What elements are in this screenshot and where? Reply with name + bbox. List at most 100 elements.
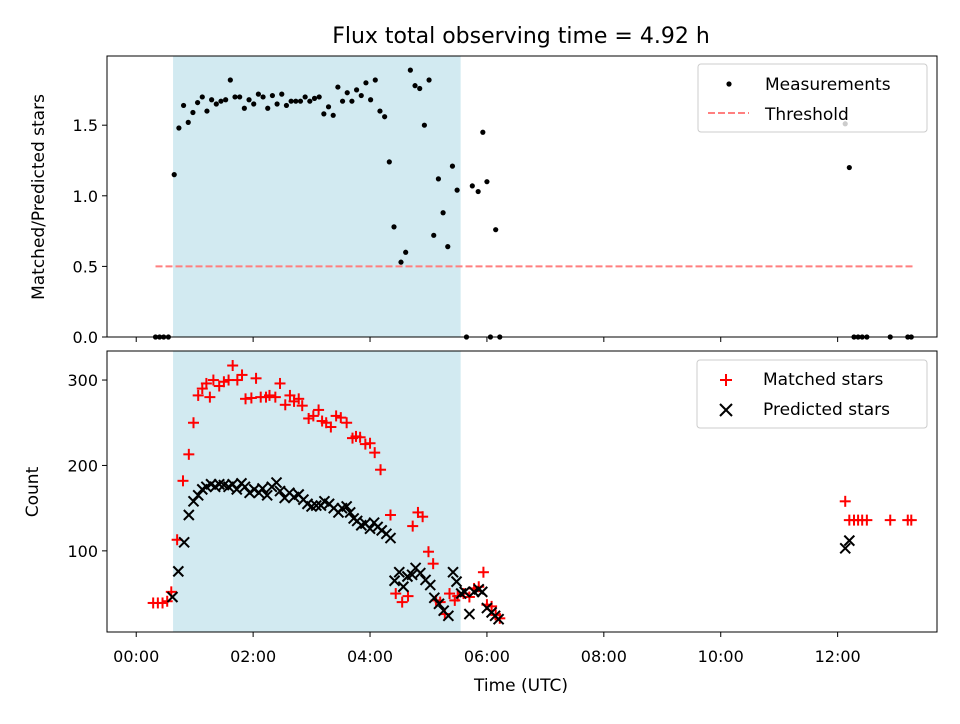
measurement-point [469,183,475,189]
predicted-star-point [463,608,476,620]
legend-predicted-label: Predicted stars [763,400,890,420]
measurement-point [316,94,322,100]
measurement-point [349,98,355,104]
bottom-xlabel: Time (UTC) [473,676,568,696]
matched-star-point [861,514,873,526]
matched-star-point [279,399,291,411]
predicted-star-point [459,586,471,598]
measurement-point [218,98,224,104]
measurement-point [199,94,205,100]
measurement-point [176,125,182,131]
measurement-point [372,77,378,83]
x-tick-label: 00:00 [113,647,159,666]
measurement-point [391,224,397,230]
predicted-star-point [192,489,204,502]
measurement-point [251,101,257,107]
predicted-star-point [397,581,410,593]
legend-measurements-label: Measurements [765,75,891,95]
measurement-point [475,188,481,195]
matched-star-point [422,546,434,558]
legend-matched-marker [720,374,732,386]
predicted-star-point [424,579,436,591]
x-tick-label: 10:00 [698,647,744,666]
predicted-star-point [261,489,273,502]
measurement-point [368,97,374,103]
matched-star-point [335,412,347,424]
measurement-point [283,102,290,109]
predicted-star-point [172,565,185,578]
predicted-star-point [310,499,322,512]
measurement-point [445,244,451,250]
bottom-ylabel: Count [23,466,43,517]
predicted-star-point [447,566,459,578]
matched-star-point [402,590,414,602]
measurement-point [269,92,276,99]
matched-star-point [477,566,489,578]
matched-star-point [288,395,300,407]
predicted-star-point [450,575,463,588]
matched-star-point [284,389,296,401]
measurement-point [846,164,852,171]
matched-star-point [407,520,419,532]
measurement-point [241,105,247,111]
matched-star-point [307,410,319,422]
matched-star-point [218,376,230,388]
measurement-point [398,259,404,265]
matched-star-point [325,421,337,433]
measurement-point [358,92,364,99]
measurement-point [484,179,490,185]
measurement-point [325,104,332,110]
matched-star-point [444,588,456,600]
measurement-point [237,94,243,100]
measurement-point [426,77,432,83]
measurement-point [260,94,266,100]
measurement-point [363,80,369,86]
matched-star-point [390,588,402,600]
measurement-point [297,98,304,104]
matched-star-point [427,558,439,570]
measurement-point [386,159,392,165]
measurement-point [265,105,271,111]
measurement-point [180,102,187,109]
matched-star-point [354,431,366,443]
y-tick-label: 1.0 [73,187,98,206]
measurement-point [339,98,346,104]
predicted-star-point [388,575,401,587]
bottom-subplot: 100 200 300 00:00 02:00 04:00 06:00 08:00 10:00 1… [67,350,938,666]
predicted-star-point [393,566,405,578]
measurement-point [194,99,201,106]
measurement-point [353,87,360,93]
bottom-legend: Matched stars Predicted stars [696,359,928,429]
matched-star-point [227,360,239,372]
measurement-point [190,109,196,116]
predicted-star-point [340,500,353,513]
y-tick-label: 1.5 [73,116,98,135]
matched-star-point [192,389,204,401]
measurement-point [321,111,327,117]
measurement-point [449,163,456,169]
figure-title: Flux total observing time = 4.92 h [332,24,710,49]
y-tick-label: 0.0 [73,328,98,347]
matched-star-point [274,377,286,389]
predicted-star-point [183,509,195,521]
predicted-star-point [256,482,269,495]
matched-star-point [884,514,896,526]
matched-star-point [177,475,189,487]
measurement-point [213,101,219,107]
measurement-point [185,119,191,125]
measurement-point [412,83,418,89]
measurement-point [431,232,437,238]
legend-measurement-marker [726,81,732,87]
matched-star-point [296,400,308,412]
measurement-point [279,91,285,97]
x-tick-label: 12:00 [815,647,861,666]
measurement-point [480,129,486,135]
matched-star-point [905,514,917,526]
measurement-point [293,98,299,104]
matched-star-point [293,393,305,405]
measurement-point [403,249,409,255]
matched-star-point [204,391,216,403]
matched-star-point [313,404,325,416]
predicted-star-point [344,506,356,519]
